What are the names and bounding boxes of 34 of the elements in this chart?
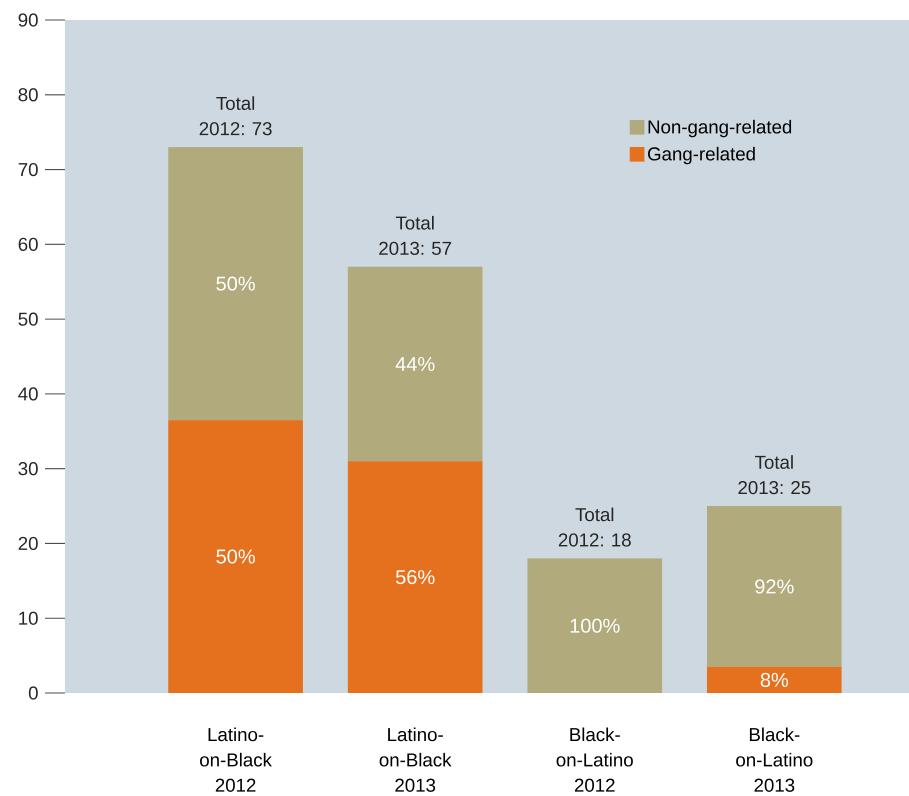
annotation: 50%: [216, 549, 255, 564]
bar: [348, 461, 483, 693]
y-tick-label: 20: [18, 536, 38, 550]
y-tick-label: 50: [18, 312, 38, 326]
total-label: Total 2012: 73: [200, 96, 272, 136]
annotation: 56%: [396, 570, 434, 584]
bar: [168, 420, 303, 693]
bar: [348, 266, 483, 462]
annotation: 92%: [755, 579, 794, 594]
legend-label: Gang-related: [648, 146, 755, 164]
bar: [706, 506, 842, 667]
y-tick-label: 60: [18, 238, 38, 251]
x-tick-label: Latino-on-Black 2013: [380, 727, 452, 792]
bar: [706, 666, 842, 693]
y-tick-label: 30: [18, 462, 38, 476]
x-tick-label: Black-on-Latino 2013: [736, 727, 812, 792]
total-label: Total 2013: 25: [738, 455, 810, 494]
total-label: Total 2013: 57: [379, 216, 452, 255]
y-tick-label: 70: [18, 162, 38, 176]
annotation: 8%: [760, 672, 788, 687]
y-tick-label: 90: [18, 13, 38, 27]
y-tick-label: 10: [19, 612, 38, 625]
bar: [527, 558, 662, 693]
annotation: 44%: [396, 356, 434, 371]
total-label: Total 2012: 18: [558, 508, 631, 547]
annotation: 50%: [216, 276, 255, 291]
annotation: 100%: [570, 618, 620, 633]
x-tick-label: Latino-on-Black 2012: [200, 727, 272, 792]
y-tick-label: 40: [18, 387, 38, 401]
bar: [168, 147, 303, 420]
x-tick-label: Black-on-Latino 2012: [556, 727, 633, 792]
y-tick-label: 0: [28, 686, 38, 700]
legend-label: Non-gang-related: [648, 120, 792, 138]
y-tick-label: 80: [18, 88, 38, 102]
